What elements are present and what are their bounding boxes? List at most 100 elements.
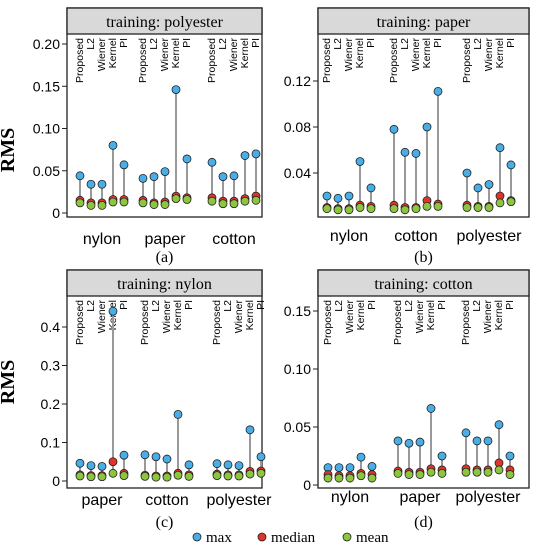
max-point bbox=[506, 160, 516, 170]
mean-point bbox=[506, 197, 516, 207]
max-point bbox=[173, 409, 183, 419]
method-label: L2 bbox=[148, 38, 160, 50]
method-label: Proposed bbox=[461, 38, 473, 83]
max-point bbox=[400, 147, 410, 157]
mean-point bbox=[162, 472, 172, 482]
method-label: Wiener bbox=[483, 38, 495, 72]
method-label: Kernel bbox=[425, 300, 437, 330]
method-label: Wiener bbox=[159, 38, 171, 72]
max-point bbox=[75, 458, 85, 468]
max-point bbox=[356, 452, 366, 462]
mean-point bbox=[389, 204, 399, 214]
method-label: PI bbox=[118, 300, 130, 310]
method-label: PI bbox=[365, 38, 377, 48]
method-label: Wiener bbox=[414, 300, 426, 334]
method-label: Kernel bbox=[239, 38, 251, 68]
method-label: L2 bbox=[399, 38, 411, 50]
max-point bbox=[119, 160, 129, 170]
legend-max-marker bbox=[192, 532, 202, 542]
max-point bbox=[184, 460, 194, 470]
method-label: Wiener bbox=[482, 300, 494, 334]
mean-point bbox=[75, 471, 85, 481]
y-tick-label: 0.20 bbox=[33, 36, 60, 52]
method-label: Kernel bbox=[170, 38, 182, 68]
max-point bbox=[182, 154, 192, 164]
max-point bbox=[345, 463, 355, 473]
group-label: paper bbox=[400, 489, 442, 506]
title-band bbox=[66, 7, 263, 35]
panel-caption: (d) bbox=[414, 514, 433, 531]
method-label: PI bbox=[118, 38, 130, 48]
mean-point bbox=[182, 195, 192, 204]
mean-point bbox=[138, 198, 148, 208]
method-label: Proposed bbox=[211, 300, 223, 345]
legend-max-label: max bbox=[206, 530, 232, 546]
chart-title: training: cotton bbox=[374, 276, 472, 293]
max-point bbox=[223, 460, 233, 470]
max-point bbox=[218, 172, 228, 182]
method-label: L2 bbox=[403, 300, 415, 312]
mean-point bbox=[366, 204, 376, 214]
mean-point bbox=[223, 471, 233, 481]
method-label: PI bbox=[366, 300, 378, 310]
max-point bbox=[234, 461, 244, 471]
mean-point bbox=[119, 197, 129, 207]
mean-point bbox=[97, 200, 107, 210]
mean-point bbox=[86, 200, 96, 210]
method-label: L2 bbox=[85, 300, 97, 312]
mean-point bbox=[151, 472, 161, 482]
max-point bbox=[151, 452, 161, 462]
y-tick-label: 0.12 bbox=[284, 73, 311, 89]
max-point bbox=[322, 191, 332, 201]
max-point bbox=[462, 168, 472, 178]
max-point bbox=[171, 85, 181, 95]
mean-point bbox=[207, 196, 217, 206]
max-point bbox=[108, 140, 118, 150]
median-point bbox=[108, 457, 118, 467]
max-point bbox=[422, 122, 432, 132]
method-label: Wiener bbox=[233, 300, 245, 334]
method-label: L2 bbox=[85, 38, 97, 50]
method-label: PI bbox=[436, 300, 448, 310]
max-point bbox=[333, 193, 343, 203]
mean-point bbox=[218, 199, 228, 209]
mean-point bbox=[411, 204, 421, 214]
mean-point bbox=[108, 468, 118, 478]
panel-caption: (b) bbox=[414, 249, 433, 266]
max-point bbox=[472, 436, 482, 446]
mean-point bbox=[495, 198, 505, 208]
method-label: Wiener bbox=[96, 300, 108, 334]
mean-point bbox=[393, 468, 403, 478]
mean-point bbox=[75, 198, 85, 208]
method-label: Kernel bbox=[172, 300, 184, 330]
method-label: Proposed bbox=[322, 300, 334, 345]
panel-caption: (c) bbox=[156, 514, 174, 531]
y-tick-label: 0.3 bbox=[41, 358, 61, 374]
method-label: L2 bbox=[150, 300, 162, 312]
max-point bbox=[461, 428, 471, 438]
method-label: PI bbox=[255, 300, 267, 310]
group-label: polyester bbox=[457, 228, 523, 245]
chart-title: training: paper bbox=[377, 14, 471, 31]
method-label: Proposed bbox=[206, 38, 218, 83]
max-point bbox=[411, 149, 421, 158]
panel-caption: (a) bbox=[156, 249, 174, 266]
max-point bbox=[355, 157, 365, 166]
mean-point bbox=[462, 203, 472, 212]
mean-point bbox=[256, 468, 266, 478]
group-label: cotton bbox=[145, 492, 189, 509]
method-label: Kernel bbox=[355, 300, 367, 330]
max-point bbox=[86, 179, 96, 189]
group-label: cotton bbox=[212, 231, 256, 248]
max-point bbox=[245, 425, 255, 435]
max-point bbox=[415, 437, 425, 447]
max-point bbox=[97, 461, 107, 471]
mean-point bbox=[367, 473, 377, 483]
mean-point bbox=[323, 473, 333, 483]
method-label: Proposed bbox=[137, 38, 149, 83]
legend-median-label: median bbox=[271, 530, 316, 546]
